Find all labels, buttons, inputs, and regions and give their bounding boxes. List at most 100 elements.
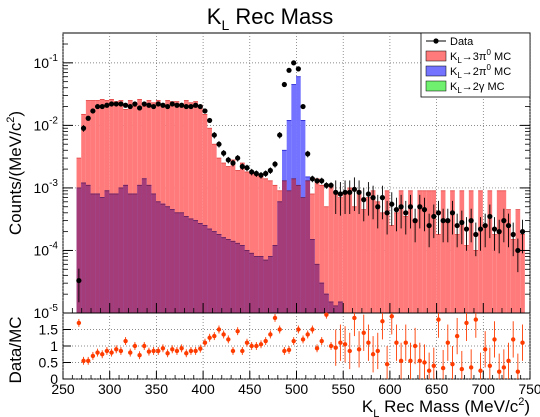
k3pi-bar	[473, 250, 479, 313]
ratio-point	[356, 347, 362, 352]
ratio-point	[244, 340, 250, 345]
k3pi-bar	[319, 185, 325, 313]
data-point	[477, 226, 484, 232]
ratio-point	[319, 338, 324, 344]
ratio-plot: 00.511.5 250 300 350 400 450 500 550 600 650 700 7…	[39, 303, 540, 397]
data-point	[249, 169, 255, 175]
k3pi-bar	[403, 216, 409, 313]
data-point	[379, 195, 386, 201]
ratio-point	[100, 352, 105, 357]
overlap-bar	[193, 220, 198, 313]
ratio-point	[450, 361, 455, 367]
overlap-bar	[202, 225, 208, 313]
data-point	[230, 160, 236, 166]
data-point	[90, 108, 96, 114]
data-point	[141, 101, 147, 107]
data-point	[412, 218, 418, 224]
ratio-point	[464, 320, 469, 326]
ratio-point	[389, 314, 394, 319]
overlap-bar	[99, 197, 105, 313]
data-point	[207, 117, 213, 124]
data-point	[393, 207, 400, 213]
data-point	[211, 132, 217, 138]
data-point	[431, 213, 437, 220]
legend-swatch	[425, 80, 447, 92]
k3pi-bar	[333, 193, 339, 313]
ratio-point	[146, 349, 152, 354]
k3pi-bar	[417, 190, 423, 313]
data-point	[174, 102, 180, 108]
data-point	[150, 103, 157, 110]
legend-swatch	[425, 65, 447, 77]
overlap-bar	[286, 190, 292, 313]
k3pi-bar	[347, 187, 353, 313]
k3pi-bar	[408, 190, 413, 313]
ratio-point	[268, 332, 273, 337]
overlap-bar	[174, 212, 180, 313]
ratio-point	[487, 363, 493, 368]
overlap-bar	[216, 234, 222, 313]
overlap-bar	[81, 182, 86, 313]
overlap-bar	[258, 256, 264, 313]
ratio-point	[230, 348, 236, 354]
x-tick-label: 750	[518, 381, 540, 397]
y-tick-label: 10-2	[34, 115, 59, 133]
data-point	[384, 210, 390, 216]
k3pi-bar	[230, 159, 236, 313]
data-point	[169, 101, 175, 107]
k3pi-bar	[235, 170, 240, 313]
ratio-point	[156, 348, 161, 354]
ratio-point	[151, 348, 156, 354]
data-point	[496, 229, 502, 235]
overlap-bar	[151, 193, 156, 313]
k3pi-bar	[258, 176, 264, 313]
k3pi-bar	[384, 190, 390, 313]
data-point	[263, 170, 269, 177]
ratio-point	[282, 348, 287, 354]
overlap-bar	[113, 193, 119, 313]
ratio-point	[128, 350, 133, 355]
ratio-point	[510, 337, 516, 342]
ratio-point	[384, 361, 390, 367]
ratio-point	[179, 346, 184, 351]
y-tick-label: 10-4	[34, 240, 59, 258]
ratio-point	[492, 337, 497, 342]
data-point	[314, 178, 320, 184]
data-point	[291, 60, 297, 66]
data-point	[85, 115, 91, 121]
overlap-bar	[263, 260, 269, 313]
x-tick-label: 250	[51, 381, 75, 397]
data-point	[239, 163, 245, 170]
x-tick-label: 550	[332, 381, 356, 397]
x-tick-label: 700	[472, 381, 496, 397]
data-point	[398, 204, 404, 210]
overlap-bar	[277, 201, 283, 313]
data-point	[459, 219, 465, 226]
data-point	[94, 103, 101, 110]
ratio-point	[370, 352, 376, 357]
x-tick-label: 450	[238, 381, 262, 397]
data-point	[421, 207, 428, 213]
legend-label: Data	[450, 36, 474, 48]
overlap-histogram	[76, 178, 343, 313]
data-point	[342, 189, 348, 195]
data-point	[403, 210, 409, 216]
data-point	[519, 229, 526, 235]
data-point	[370, 195, 376, 201]
overlap-bar	[109, 193, 114, 313]
overlap-bar	[310, 239, 315, 313]
legend-swatch	[425, 50, 447, 62]
ratio-point	[515, 369, 521, 374]
ratio-point	[90, 353, 96, 359]
k3pi-bar	[202, 114, 208, 313]
data-point	[113, 101, 119, 107]
ratio-point	[193, 348, 198, 354]
ratio-point	[324, 312, 329, 317]
ratio-y-tick-label: 0.5	[39, 355, 59, 371]
data-point	[253, 170, 259, 177]
data-point	[216, 141, 222, 147]
ratio-point	[263, 338, 268, 344]
y-tick-label: 10-1	[34, 53, 59, 71]
k3pi-bar	[412, 222, 418, 313]
